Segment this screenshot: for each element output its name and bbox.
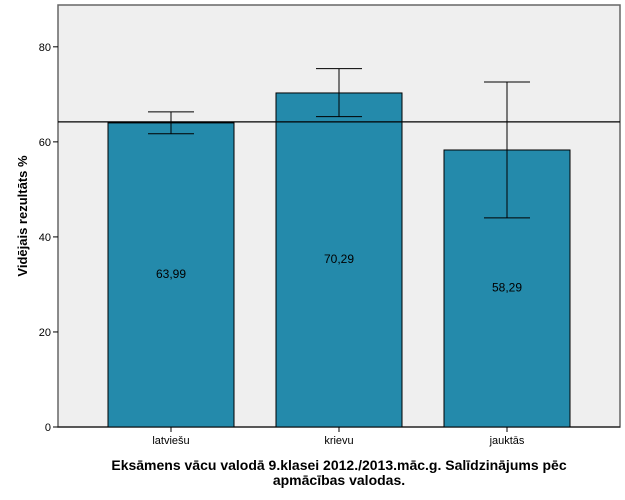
x-tick-label-1: krievu xyxy=(324,435,353,447)
x-tick-label-2: jauktās xyxy=(489,435,525,447)
x-tick-label-0: latviešu xyxy=(152,435,189,447)
y-tick-label-1: 20 xyxy=(39,327,51,339)
data-label-0: 63,99 xyxy=(156,267,186,281)
chart-title-line-2: apmācības valodas. xyxy=(273,472,405,488)
chart-title-line-1: Eksāmens vācu valodā 9.klasei 2012./2013… xyxy=(111,457,566,473)
y-axis-label: Vidējais rezultāts % xyxy=(15,155,30,277)
y-tick-label-2: 40 xyxy=(39,232,51,244)
y-tick-label-0: 0 xyxy=(45,422,51,434)
y-tick-label-4: 80 xyxy=(39,42,51,54)
data-label-1: 70,29 xyxy=(324,252,354,266)
data-label-2: 58,29 xyxy=(492,280,522,294)
bar-1 xyxy=(275,92,403,428)
bar-0 xyxy=(107,122,235,428)
y-tick-label-3: 60 xyxy=(39,137,51,149)
